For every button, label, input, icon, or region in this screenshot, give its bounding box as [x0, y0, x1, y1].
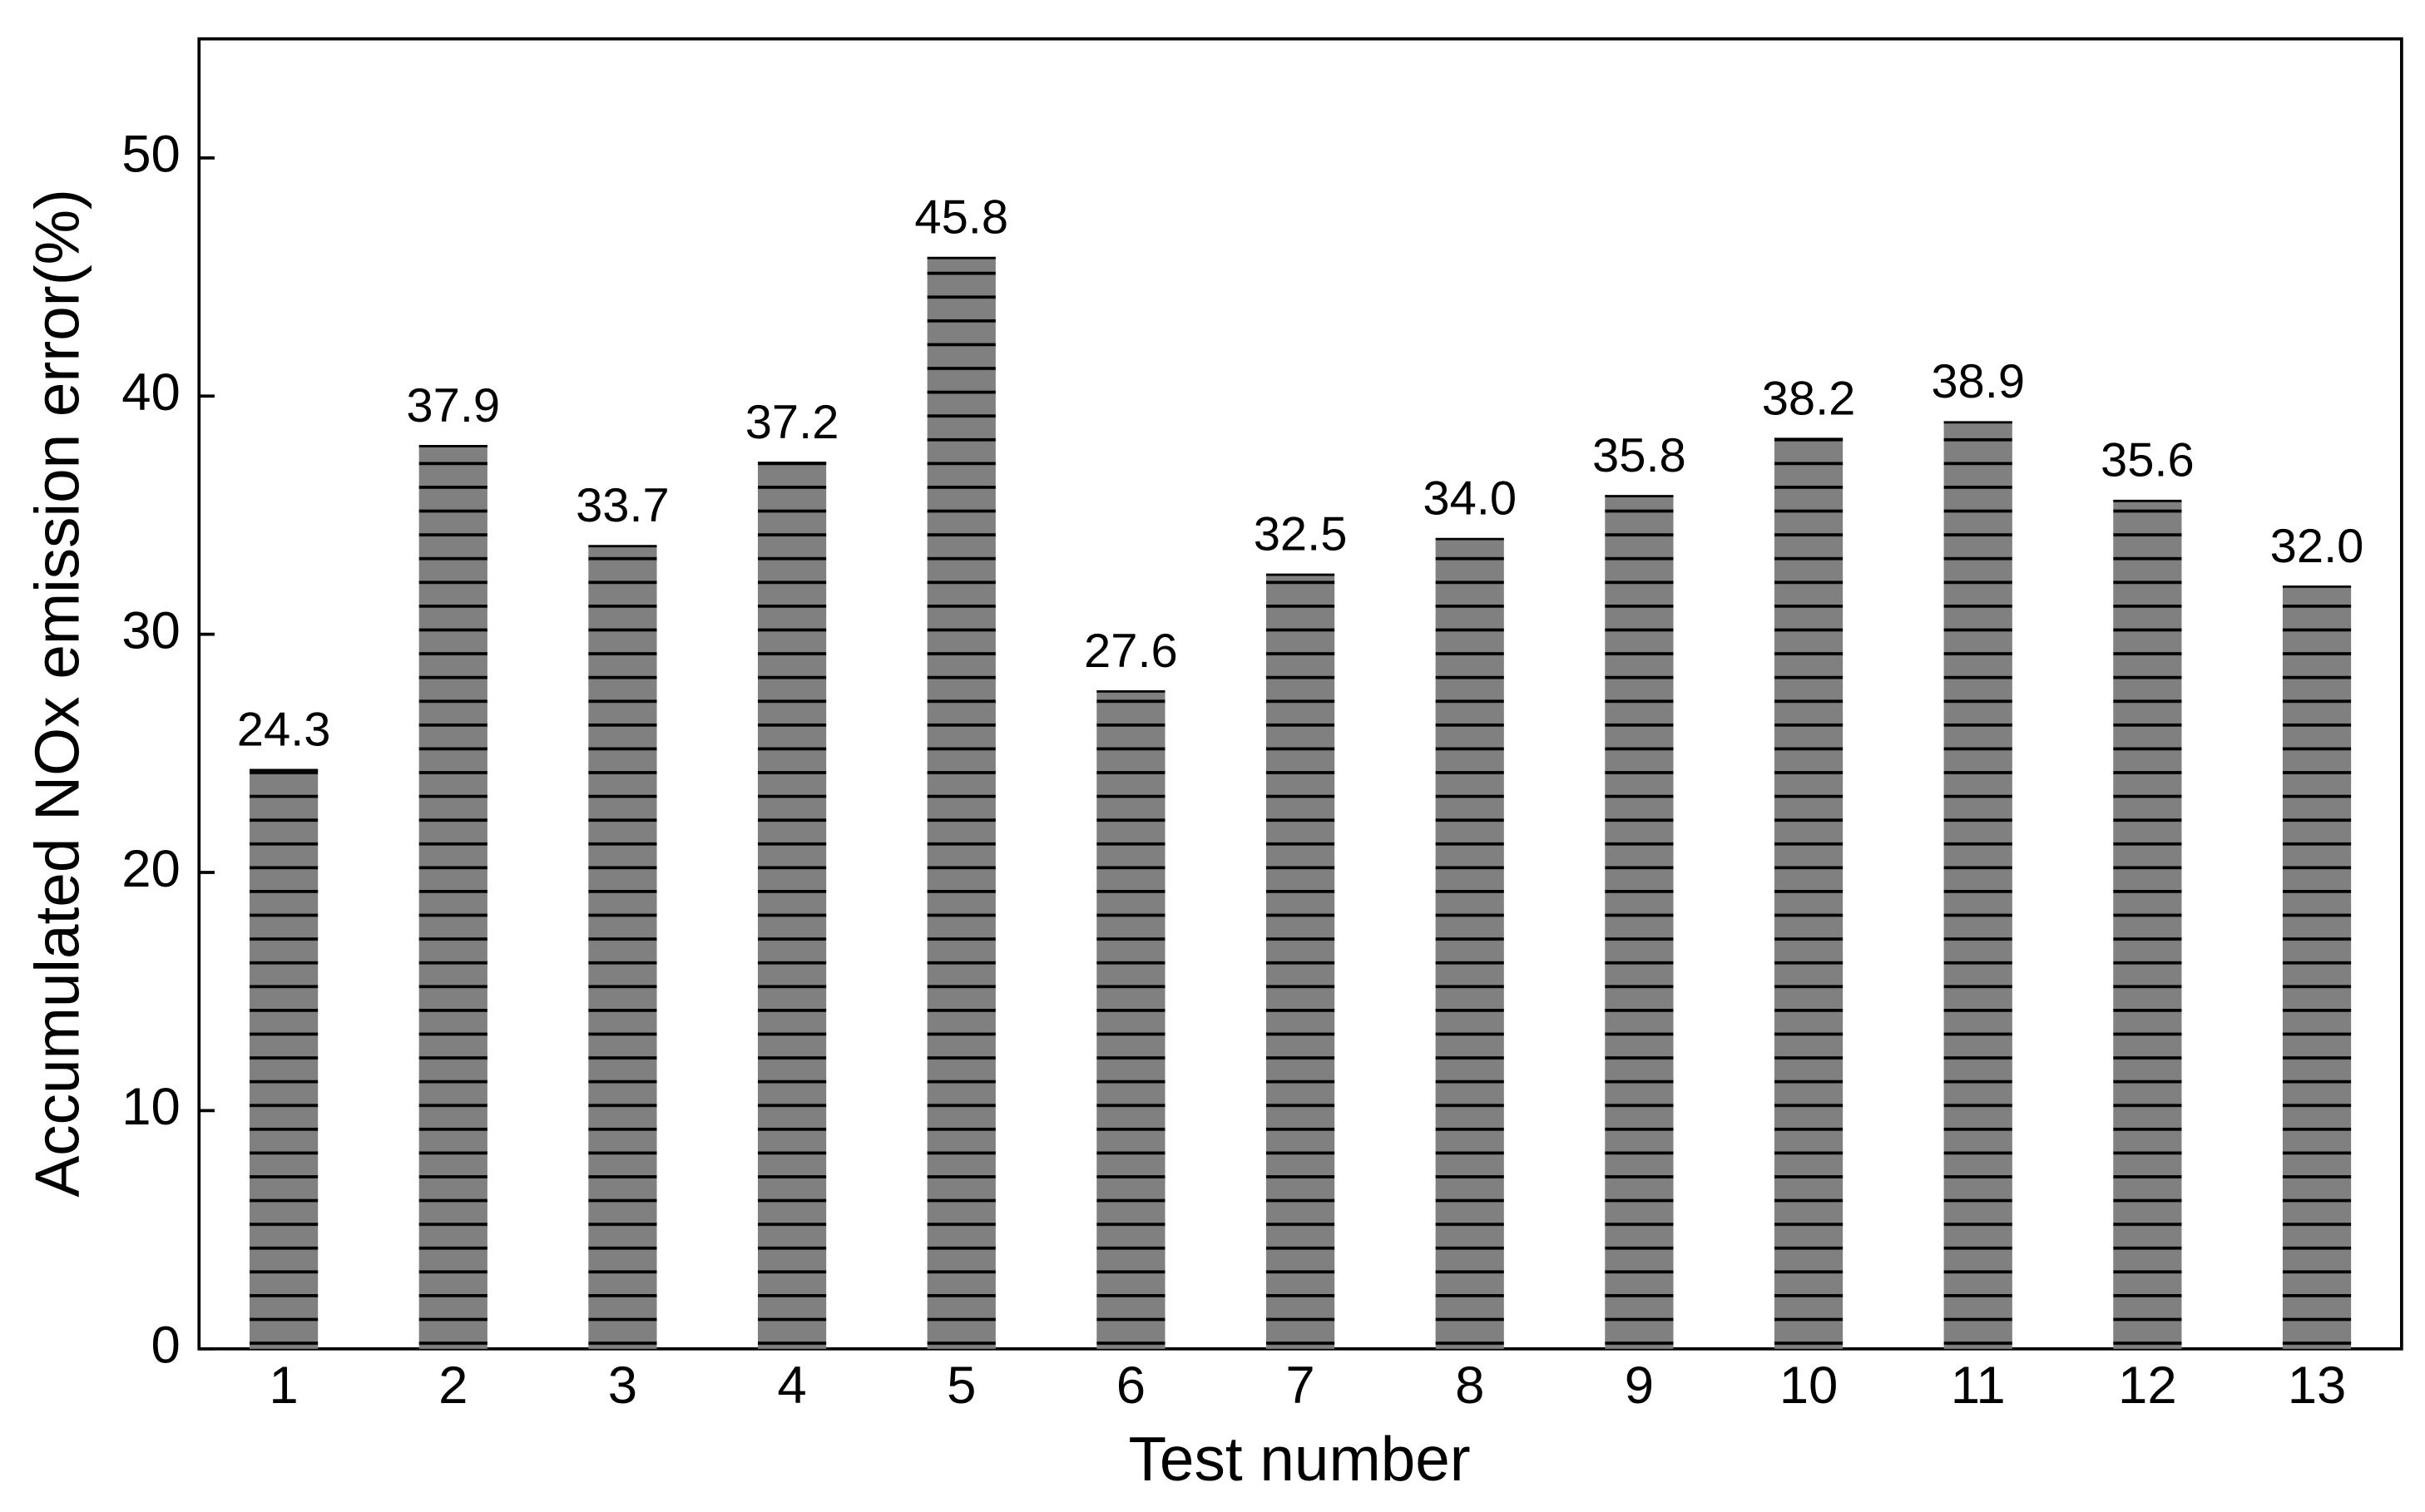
value-label: 35.6 [2101, 434, 2195, 487]
x-tick-label: 2 [438, 1356, 468, 1415]
y-tick-label: 10 [121, 1077, 181, 1136]
x-tick-label: 6 [1116, 1356, 1146, 1415]
x-tick-label: 5 [947, 1356, 976, 1415]
value-label: 37.2 [745, 396, 839, 449]
value-label: 37.9 [406, 379, 500, 432]
value-label: 24.3 [237, 703, 331, 756]
x-tick-label: 7 [1285, 1356, 1314, 1415]
bar [249, 769, 319, 1349]
y-tick-label: 50 [121, 125, 181, 184]
bar [1265, 575, 1335, 1349]
x-tick-label: 12 [2118, 1356, 2177, 1415]
value-label: 35.8 [1592, 429, 1686, 482]
bar [2113, 501, 2182, 1349]
x-tick-label: 10 [1779, 1356, 1839, 1415]
x-tick-label: 11 [1951, 1356, 2006, 1415]
value-label: 33.7 [576, 479, 670, 532]
x-tick-label: 1 [269, 1356, 298, 1415]
bar [927, 258, 996, 1349]
value-label: 27.6 [1084, 625, 1178, 678]
y-tick-label: 0 [151, 1316, 181, 1375]
value-label: 45.8 [914, 191, 1008, 245]
y-tick-label: 30 [121, 600, 181, 660]
y-tick-label: 40 [121, 363, 181, 422]
bar [1435, 539, 1504, 1349]
x-axis-title: Test number [1129, 1424, 1471, 1494]
bar [1943, 422, 2012, 1349]
bar [757, 462, 827, 1349]
value-label: 38.9 [1931, 355, 2025, 408]
x-tick-label: 3 [608, 1356, 637, 1415]
value-label: 32.0 [2270, 520, 2364, 573]
y-tick-label: 20 [121, 839, 181, 898]
x-tick-label: 9 [1625, 1356, 1654, 1415]
y-axis-title: Accumulated NOx emission error(%) [22, 189, 92, 1197]
bar [588, 546, 657, 1349]
bar [418, 446, 487, 1349]
bar [2282, 586, 2352, 1349]
bar [1605, 496, 1674, 1349]
x-tick-label: 4 [777, 1356, 806, 1415]
bar [1774, 438, 1843, 1349]
value-label: 38.2 [1762, 372, 1856, 425]
value-label: 34.0 [1423, 472, 1517, 526]
value-label: 32.5 [1254, 508, 1348, 561]
x-tick-label: 8 [1455, 1356, 1484, 1415]
x-tick-label: 13 [2288, 1356, 2347, 1415]
bar [1096, 691, 1165, 1349]
